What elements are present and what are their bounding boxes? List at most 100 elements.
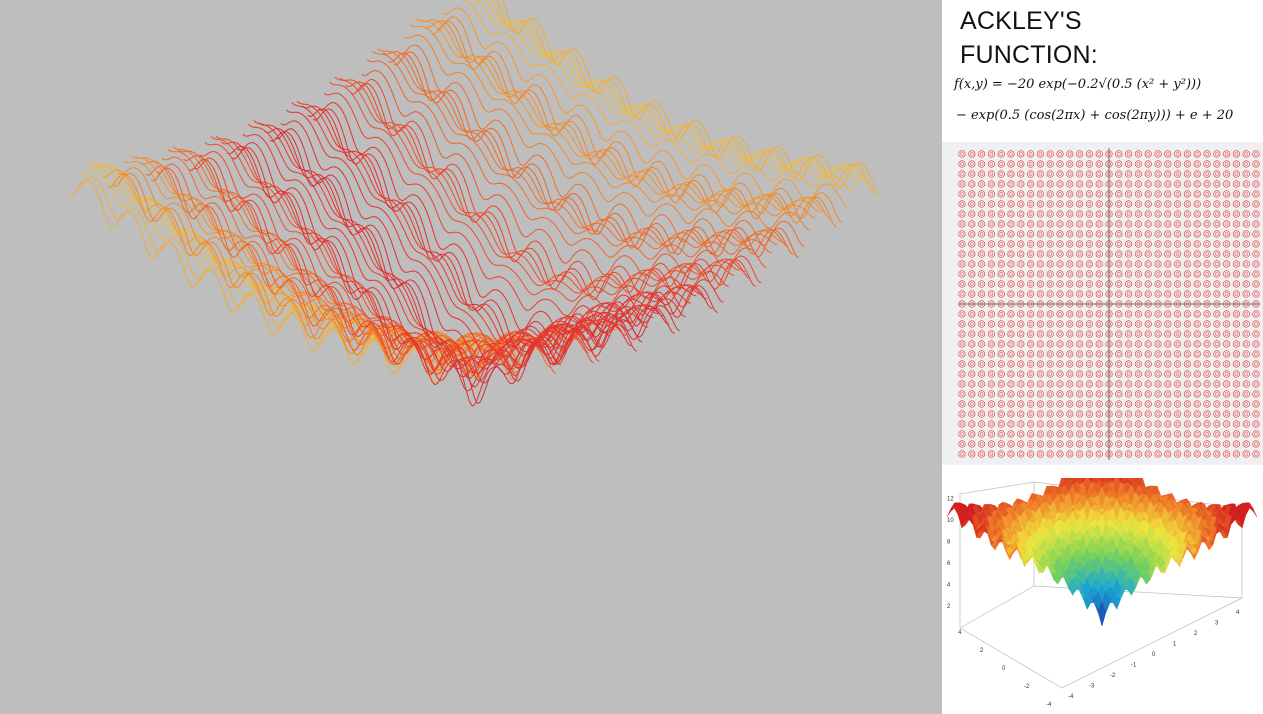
contour-ring-inner [1087, 442, 1092, 446]
contour-ring [1115, 340, 1123, 348]
contour-ring-inner [1165, 212, 1170, 216]
contour-ring-inner [1126, 402, 1131, 406]
contour-ring-inner [1028, 252, 1033, 256]
contour-ring [958, 390, 966, 398]
contour-ring-inner [979, 332, 984, 336]
contour-ring-inner [1185, 392, 1190, 396]
contour-ring-inner [1224, 372, 1229, 376]
contour-ring [968, 280, 976, 288]
contour-ring-inner [1185, 352, 1190, 356]
contour-ring [987, 450, 996, 458]
contour-ring [1223, 170, 1231, 178]
contour-ring-inner [1195, 192, 1200, 196]
contour-ring [1095, 260, 1103, 268]
contour-ring [1095, 330, 1103, 338]
contour-ring-inner [1097, 322, 1102, 326]
contour-ring [1174, 330, 1182, 338]
contour-ring [1154, 270, 1162, 278]
contour-ring [1144, 220, 1152, 228]
z-tick-label: 10 [947, 518, 954, 524]
contour-ring-inner [989, 152, 994, 156]
contour-ring [997, 230, 1005, 238]
contour-ring-inner [1156, 342, 1160, 346]
contour-ring [1252, 360, 1260, 368]
contour-ring [1193, 330, 1201, 338]
contour-ring [1017, 250, 1025, 258]
contour-ring [1174, 230, 1182, 238]
contour-ring [1174, 420, 1182, 428]
contour-ring-inner [1165, 252, 1170, 256]
contour-ring [1213, 400, 1221, 408]
contour-ring-inner [960, 192, 964, 196]
contour-ring-inner [1214, 262, 1219, 266]
contour-ring [1223, 270, 1231, 278]
contour-ring [1174, 410, 1182, 418]
contour-ring-inner [1136, 242, 1141, 246]
contour-ring-inner [1185, 382, 1190, 386]
contour-ring-inner [1087, 182, 1092, 186]
contour-ring [958, 220, 966, 228]
contour-ring [1144, 430, 1152, 438]
contour-ring-inner [1048, 162, 1053, 166]
contour-ring [1203, 450, 1211, 458]
contour-ring [1252, 240, 1260, 248]
ackley-3d-mesh-plot [0, 0, 942, 714]
contour-ring-inner [1165, 162, 1170, 166]
contour-ring-inner [1009, 372, 1013, 376]
contour-ring-inner [1018, 262, 1023, 266]
contour-ring-inner [989, 322, 994, 326]
contour-ring-inner [1009, 452, 1013, 456]
contour-ring-inner [1077, 432, 1082, 436]
contour-ring [1183, 430, 1191, 438]
contour-ring [968, 400, 976, 408]
contour-ring-inner [1038, 442, 1043, 446]
contour-ring [987, 430, 996, 438]
contour-ring [1134, 420, 1142, 428]
contour-ring [997, 170, 1005, 178]
contour-ring [1007, 400, 1015, 408]
contour-ring-inner [1097, 152, 1102, 156]
contour-ring [1252, 320, 1260, 328]
contour-ring [1095, 380, 1103, 388]
contour-ring-inner [1136, 372, 1141, 376]
contour-ring [1007, 220, 1015, 228]
contour-ring [1252, 330, 1260, 338]
contour-ring-inner [1097, 202, 1102, 206]
contour-ring [1085, 250, 1093, 258]
contour-ring-inner [960, 382, 964, 386]
contour-ring [1125, 330, 1133, 338]
contour-ring [1056, 220, 1064, 228]
contour-ring-inner [1224, 422, 1229, 426]
contour-ring [1193, 190, 1201, 198]
contour-ring [958, 350, 966, 358]
contour-ring [1183, 450, 1191, 458]
contour-ring-inner [1097, 242, 1102, 246]
contour-ring [1017, 210, 1025, 218]
contour-ring-inner [1116, 412, 1121, 416]
contour-ring-inner [1058, 172, 1062, 176]
contour-ring [1223, 360, 1231, 368]
contour-ring [1203, 250, 1211, 258]
contour-ring [1223, 200, 1231, 208]
contour-rings [958, 150, 1260, 458]
contour-ring-inner [979, 442, 984, 446]
contour-ring-inner [999, 262, 1004, 266]
contour-ring-inner [1097, 402, 1102, 406]
contour-ring-inner [960, 152, 964, 156]
contour-ring-inner [969, 262, 974, 266]
contour-ring [1085, 330, 1093, 338]
contour-ring [1085, 450, 1093, 458]
contour-ring-inner [1136, 452, 1141, 456]
contour-ring [1026, 170, 1035, 178]
contour-ring-inner [1097, 422, 1102, 426]
contour-ring [987, 150, 996, 158]
contour-ring [1203, 410, 1211, 418]
contour-ring [1213, 360, 1221, 368]
contour-ring-inner [1146, 292, 1151, 296]
contour-ring-inner [989, 412, 994, 416]
contour-ring [958, 310, 966, 318]
contour-ring [1164, 270, 1172, 278]
contour-ring-inner [1048, 322, 1053, 326]
contour-ring [1046, 240, 1054, 248]
contour-ring [958, 250, 966, 258]
